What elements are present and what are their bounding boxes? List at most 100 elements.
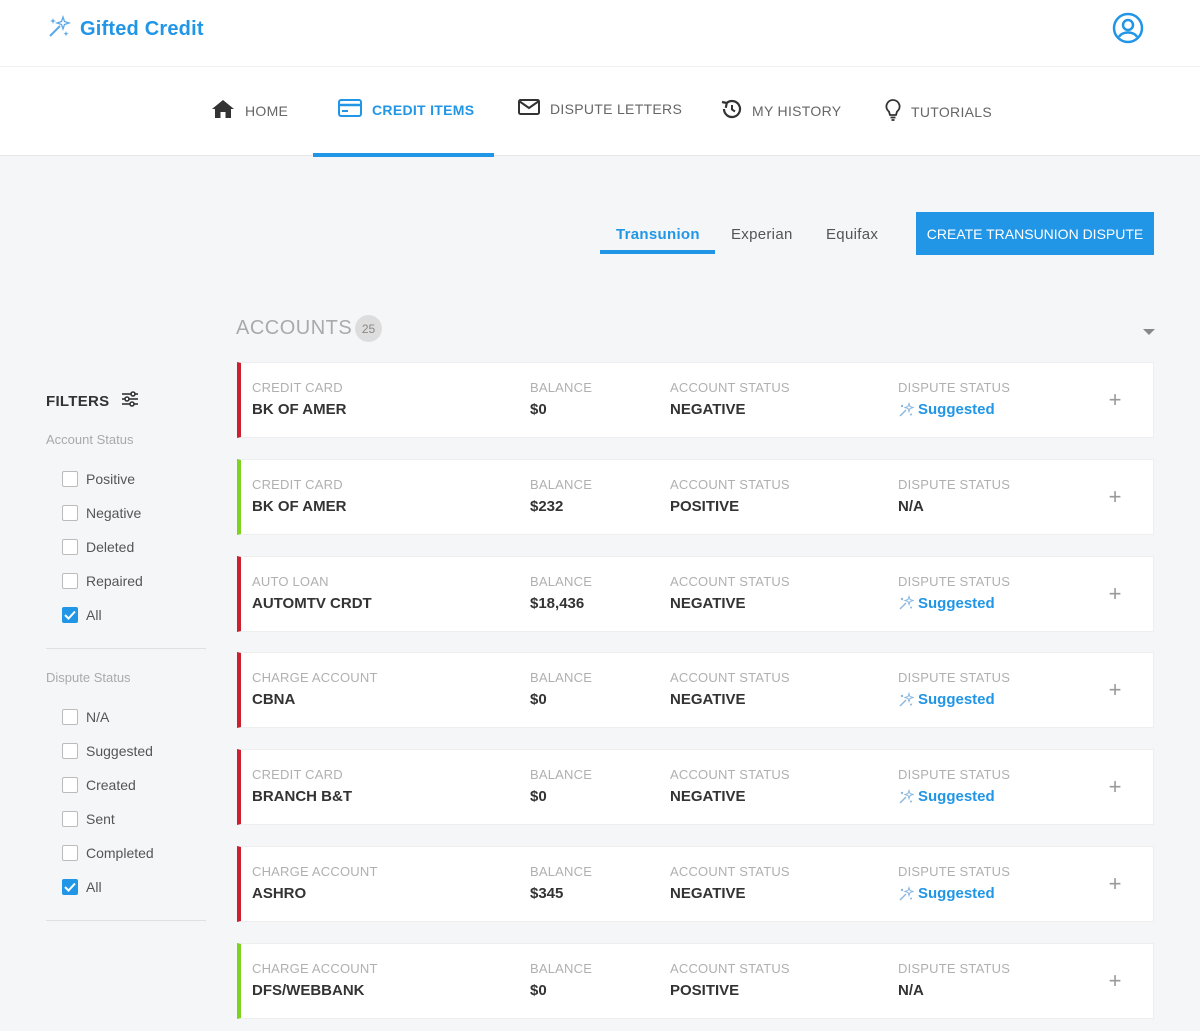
dispute-status-value: N/A <box>898 982 1010 999</box>
tab-transunion[interactable]: Transunion <box>616 226 700 243</box>
dispute-status-label: DISPUTE STATUS <box>898 767 1011 783</box>
dispute-status-text: Suggested <box>918 594 995 612</box>
logo[interactable]: Gifted Credit <box>46 14 204 45</box>
account-name: ASHRO <box>252 885 307 902</box>
balance-label: BALANCE <box>530 670 593 686</box>
balance-label: BALANCE <box>530 864 593 879</box>
balance-col: BALANCE $232 <box>530 477 592 515</box>
account-name: AUTOMTV CRDT <box>252 594 372 612</box>
account-status-label: ACCOUNT STATUS <box>670 960 790 976</box>
filter-option-repaired[interactable]: Repaired <box>62 573 143 589</box>
dispute-status-text: N/A <box>898 497 924 515</box>
filter-checkbox[interactable] <box>62 505 78 521</box>
dispute-status-col: DISPUTE STATUS Suggested <box>898 767 1010 805</box>
account-row[interactable]: CHARGE ACCOUNT DFS/WEBBANK BALANCE $0 ACCOUN… <box>237 942 1154 1019</box>
nav-home[interactable]: HOME <box>211 99 288 122</box>
expand-plus-icon[interactable]: + <box>1108 774 1122 800</box>
account-row[interactable]: AUTO LOAN AUTOMTV CRDT BALANCE $18,436 ACCOU… <box>237 555 1154 632</box>
filter-checkbox[interactable] <box>62 607 78 623</box>
sparkle-icon <box>899 401 914 416</box>
filter-option-label: Deleted <box>86 539 135 555</box>
balance-value: $18,436 <box>530 594 585 612</box>
filter-checkbox[interactable] <box>62 845 78 861</box>
credit-card-icon <box>338 99 362 120</box>
account-row[interactable]: CREDIT CARD BK OF AMER BALANCE $232 ACCOUNT … <box>237 458 1154 535</box>
nav-my-history[interactable]: MY HISTORY <box>720 99 841 122</box>
tab-equifax[interactable]: Equifax <box>826 226 879 243</box>
account-status-filter-label: Account Status <box>46 432 134 447</box>
dispute-status-label: DISPUTE STATUS <box>898 476 1011 492</box>
filter-option-deleted[interactable]: Deleted <box>62 539 134 555</box>
account-row[interactable]: CHARGE ACCOUNT CBNA BALANCE $0 ACCOUNT STATU… <box>237 652 1154 729</box>
filter-checkbox[interactable] <box>62 709 78 725</box>
account-status-value: NEGATIVE <box>670 401 746 418</box>
caret-down-icon[interactable] <box>1143 329 1155 335</box>
filter-option-created[interactable]: Created <box>62 777 136 793</box>
account-status-value: NEGATIVE <box>670 788 746 806</box>
account-status-value: POSITIVE <box>670 497 740 515</box>
filter-option-label: Created <box>86 777 136 793</box>
dispute-status-label: DISPUTE STATUS <box>898 670 1011 686</box>
filter-checkbox[interactable] <box>62 879 78 895</box>
expand-plus-icon[interactable]: + <box>1108 580 1122 606</box>
balance-label: BALANCE <box>530 476 593 492</box>
account-row[interactable]: CREDIT CARD BRANCH B&T BALANCE $0 ACCOUNT ST… <box>237 749 1154 826</box>
dispute-status-text: Suggested <box>918 691 995 709</box>
filter-checkbox[interactable] <box>62 811 78 827</box>
balance-label: BALANCE <box>530 573 593 589</box>
balance-label: BALANCE <box>530 960 593 976</box>
balance-col: BALANCE $0 <box>530 380 592 418</box>
filter-option-completed[interactable]: Completed <box>62 845 154 861</box>
sliders-icon[interactable] <box>121 391 139 411</box>
expand-plus-icon[interactable]: + <box>1108 387 1122 412</box>
dispute-status-col: DISPUTE STATUS Suggested <box>898 574 1010 612</box>
check-icon <box>64 882 76 892</box>
expand-plus-icon[interactable]: + <box>1108 871 1122 896</box>
account-status-label: ACCOUNT STATUS <box>670 670 790 686</box>
create-dispute-button[interactable]: CREATE TRANSUNION DISPUTE <box>916 212 1154 255</box>
filter-checkbox[interactable] <box>62 573 78 589</box>
filter-option-all[interactable]: All <box>62 607 102 623</box>
account-status-col: ACCOUNT STATUS NEGATIVE <box>670 864 790 902</box>
dispute-status-col: DISPUTE STATUS Suggested <box>898 864 1010 902</box>
expand-plus-icon[interactable]: + <box>1108 967 1122 993</box>
filter-option-label: Repaired <box>86 573 143 589</box>
account-status-value: NEGATIVE <box>670 885 746 902</box>
filter-option-negative[interactable]: Negative <box>62 505 141 521</box>
account-row[interactable]: CREDIT CARD BK OF AMER BALANCE $0 ACCOUNT ST… <box>237 362 1154 438</box>
balance-col: BALANCE $0 <box>530 767 592 805</box>
filter-option-sent[interactable]: Sent <box>62 811 115 827</box>
expand-plus-icon[interactable]: + <box>1108 677 1122 703</box>
account-row[interactable]: CHARGE ACCOUNT ASHRO BALANCE $345 ACCOUNT ST… <box>237 846 1154 922</box>
nav-tutorials[interactable]: TUTORIALS <box>885 99 992 124</box>
account-col: CREDIT CARD BK OF AMER <box>252 477 346 515</box>
nav-dispute-letters[interactable]: DISPUTE LETTERS <box>518 99 682 118</box>
account-type: CHARGE ACCOUNT <box>252 960 378 976</box>
filter-option-suggested[interactable]: Suggested <box>62 743 153 759</box>
nav-active-indicator <box>313 153 494 157</box>
filter-checkbox[interactable] <box>62 777 78 793</box>
filter-option-label: All <box>86 607 102 623</box>
filter-checkbox[interactable] <box>62 743 78 759</box>
sparkle-icon <box>899 885 914 900</box>
nav-my-history-label: MY HISTORY <box>752 102 842 119</box>
expand-plus-icon[interactable]: + <box>1108 483 1122 509</box>
account-status-col: ACCOUNT STATUS NEGATIVE <box>670 767 790 805</box>
account-type: CHARGE ACCOUNT <box>252 864 378 879</box>
filter-option-positive[interactable]: Positive <box>62 471 135 487</box>
tab-experian[interactable]: Experian <box>731 226 793 243</box>
balance-value: $232 <box>530 497 564 515</box>
brand-name: Gifted Credit <box>80 18 204 40</box>
user-profile-icon[interactable] <box>1112 12 1144 44</box>
filter-option-all[interactable]: All <box>62 879 102 895</box>
nav-credit-items-label: CREDIT ITEMS <box>372 101 475 118</box>
filter-option-n-a[interactable]: N/A <box>62 709 109 725</box>
nav-credit-items[interactable]: CREDIT ITEMS <box>338 99 474 120</box>
filter-checkbox[interactable] <box>62 539 78 555</box>
filter-divider <box>46 920 206 921</box>
filter-checkbox[interactable] <box>62 471 78 487</box>
dispute-status-value: Suggested <box>898 401 1010 418</box>
dispute-status-value: N/A <box>898 498 1010 515</box>
account-name: DFS/WEBBANK <box>252 981 365 999</box>
account-col: CREDIT CARD BRANCH B&T <box>252 767 352 805</box>
